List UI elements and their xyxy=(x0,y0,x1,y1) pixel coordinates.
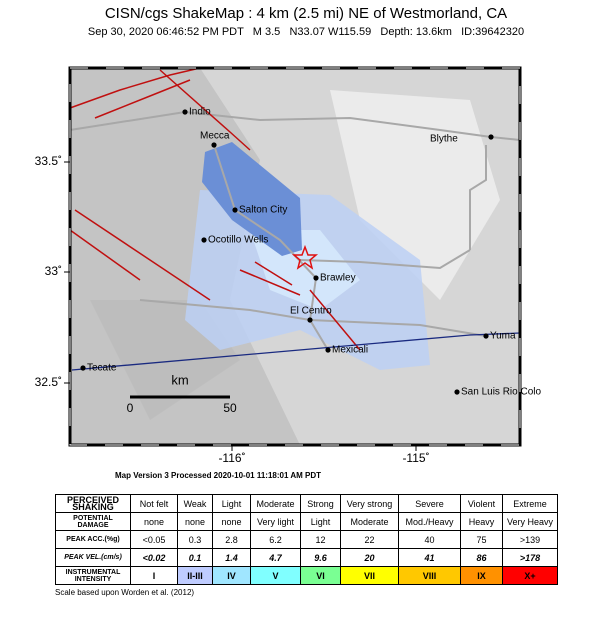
footnote: Scale based upon Worden et al. (2012) xyxy=(55,588,195,597)
lat-label: 33˚ xyxy=(45,264,62,278)
title: CISN/cgs ShakeMap : 4 km (2.5 mi) NE of … xyxy=(105,5,507,22)
city-dot xyxy=(488,134,494,140)
legend-cell: Light xyxy=(300,512,341,531)
scale-label: 50 xyxy=(223,401,237,415)
legend-cell: 0.1 xyxy=(177,548,213,567)
legend-cell: Light xyxy=(212,494,251,513)
city-dot xyxy=(201,237,207,243)
city-label: Tecate xyxy=(87,363,117,374)
city-dot xyxy=(80,365,86,371)
legend-cell: 12 xyxy=(300,530,341,549)
map xyxy=(68,66,522,447)
legend-row: INSTRUMENTAL INTENSITY I II-III IV V VI VII VII… xyxy=(55,566,558,585)
city-label: El Centro xyxy=(290,306,332,317)
city-dot xyxy=(483,333,489,339)
legend-cell: >178 xyxy=(502,548,558,567)
scale-unit: km xyxy=(171,372,188,387)
city-label: Ocotillo Wells xyxy=(208,235,268,246)
city-dot xyxy=(211,142,217,148)
city-label: Indio xyxy=(189,107,211,118)
lat-label: 32.5˚ xyxy=(35,375,62,389)
legend-cell: 20 xyxy=(340,548,399,567)
legend-cell: IV xyxy=(212,566,251,585)
legend-row-label: PERCEIVED SHAKING xyxy=(55,494,131,513)
legend-cell: V xyxy=(250,566,301,585)
city-dot xyxy=(232,207,238,213)
legend-cell: 6.2 xyxy=(250,530,301,549)
city-label: Brawley xyxy=(320,273,356,284)
legend-row: POTENTIAL DAMAGE none none none Very light Li… xyxy=(55,512,558,531)
legend-row-label: POTENTIAL DAMAGE xyxy=(55,512,131,531)
legend-cell: Very light xyxy=(250,512,301,531)
legend-cell: 4.7 xyxy=(250,548,301,567)
legend-cell: 40 xyxy=(398,530,461,549)
legend-cell: <0.05 xyxy=(130,530,178,549)
legend-cell: IX xyxy=(460,566,503,585)
legend-cell: 86 xyxy=(460,548,503,567)
scale-label: 0 xyxy=(127,401,134,415)
legend-row: PEAK VEL.(cm/s) <0.02 0.1 1.4 4.7 9.6 20 41 86 >1… xyxy=(55,548,558,567)
lon-label: -116˚ xyxy=(218,451,245,465)
legend-cell: VI xyxy=(300,566,341,585)
legend-cell: VII xyxy=(340,566,399,585)
legend-cell: 2.8 xyxy=(212,530,251,549)
legend-cell: Mod./Heavy xyxy=(398,512,461,531)
legend-cell: Heavy xyxy=(460,512,503,531)
legend-cell: none xyxy=(212,512,251,531)
legend-row: PEAK ACC.(%g) <0.05 0.3 2.8 6.2 12 22 40 75 >139 xyxy=(55,530,558,549)
intensity-legend: PERCEIVED SHAKING Not felt Weak Light Modera… xyxy=(55,494,558,585)
legend-cell: <0.02 xyxy=(130,548,178,567)
legend-cell: Not felt xyxy=(130,494,178,513)
city-dot xyxy=(307,317,313,323)
legend-cell: Very Heavy xyxy=(502,512,558,531)
city-dot xyxy=(313,275,319,281)
legend-cell: X+ xyxy=(502,566,558,585)
map-figure: CISN/cgs ShakeMap : 4 km (2.5 mi) NE of … xyxy=(35,5,542,480)
legend-cell: II-III xyxy=(177,566,213,585)
legend-cell: VIII xyxy=(398,566,461,585)
lat-label: 33.5˚ xyxy=(35,154,62,168)
legend-cell: none xyxy=(130,512,178,531)
legend-cell: 9.6 xyxy=(300,548,341,567)
legend-cell: Very strong xyxy=(340,494,399,513)
legend-row-label: INSTRUMENTAL INTENSITY xyxy=(55,566,131,585)
map-version: Map Version 3 Processed 2020-10-01 11:18… xyxy=(115,471,321,480)
legend-cell: Severe xyxy=(398,494,461,513)
legend-cell: 22 xyxy=(340,530,399,549)
city-dot xyxy=(325,347,331,353)
legend-cell: I xyxy=(130,566,178,585)
legend-cell: Extreme xyxy=(502,494,558,513)
city-label: San Luis Rio Colo xyxy=(461,387,541,398)
subtitle: Sep 30, 2020 06:46:52 PM PDT M 3.5 N33.0… xyxy=(88,26,524,38)
city-label: Mecca xyxy=(200,131,230,142)
city-dot xyxy=(182,109,188,115)
legend-cell: none xyxy=(177,512,213,531)
legend-row-label: PEAK VEL.(cm/s) xyxy=(55,548,131,567)
legend-cell: 41 xyxy=(398,548,461,567)
city-label: Mexicali xyxy=(332,345,368,356)
legend-cell: 75 xyxy=(460,530,503,549)
legend-cell: Strong xyxy=(300,494,341,513)
lon-label: -115˚ xyxy=(402,451,429,465)
legend-row-label: PEAK ACC.(%g) xyxy=(55,530,131,549)
city-label: Yuma xyxy=(490,331,516,342)
city-label: Salton City xyxy=(239,205,287,216)
legend-cell: Moderate xyxy=(340,512,399,531)
legend-cell: 1.4 xyxy=(212,548,251,567)
legend-cell: Moderate xyxy=(250,494,301,513)
city-label: Blythe xyxy=(430,134,458,145)
legend-row: PERCEIVED SHAKING Not felt Weak Light Modera… xyxy=(55,494,558,513)
city-dot xyxy=(454,389,460,395)
legend-cell: Weak xyxy=(177,494,213,513)
legend-cell: Violent xyxy=(460,494,503,513)
legend-cell: >139 xyxy=(502,530,558,549)
legend-cell: 0.3 xyxy=(177,530,213,549)
